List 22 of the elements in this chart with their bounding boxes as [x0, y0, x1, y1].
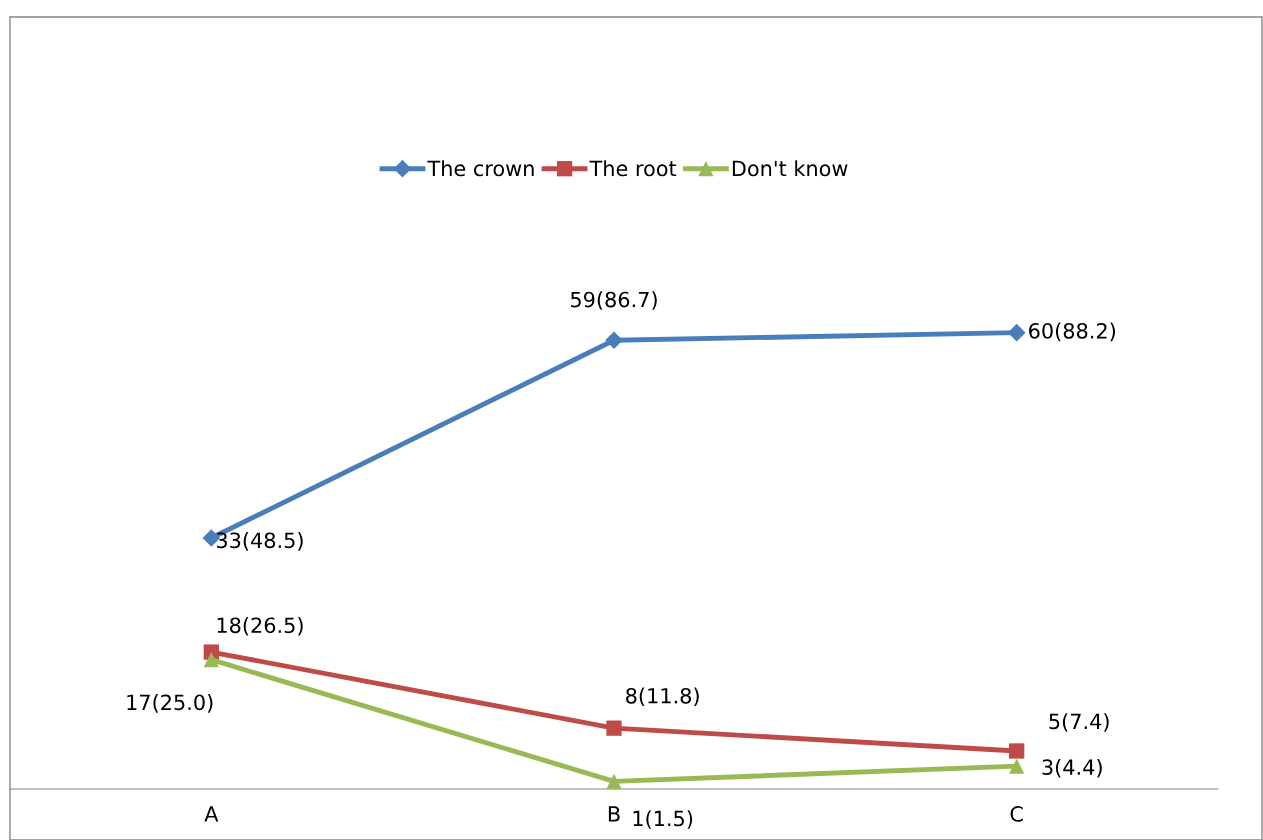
data-label: 33(48.5) — [216, 532, 303, 551]
point — [606, 773, 622, 789]
legend-label: The root — [589, 160, 677, 177]
legend-label: The crown — [427, 160, 534, 177]
data-label: 17(25.0) — [127, 694, 213, 713]
x-tick-label: C — [1010, 806, 1023, 822]
legend-label: Don't know — [732, 160, 848, 177]
x-tick-label: A — [204, 806, 219, 822]
data-label: 18(26.5) — [217, 617, 303, 636]
data-label: 59(86.7) — [571, 291, 657, 310]
x-tick-label: B — [608, 806, 620, 822]
point — [606, 720, 622, 736]
point — [1007, 323, 1026, 342]
point — [1009, 758, 1025, 774]
data-label: 8(11.8) — [626, 687, 699, 707]
data-label: 1(1.5) — [633, 810, 693, 829]
data-label: 60(88.2) — [1029, 322, 1116, 342]
data-label: 5(7.4) — [1049, 713, 1109, 732]
point — [605, 331, 623, 350]
data-label: 3(4.4) — [1042, 758, 1102, 778]
point — [1009, 743, 1025, 759]
point — [203, 652, 219, 668]
